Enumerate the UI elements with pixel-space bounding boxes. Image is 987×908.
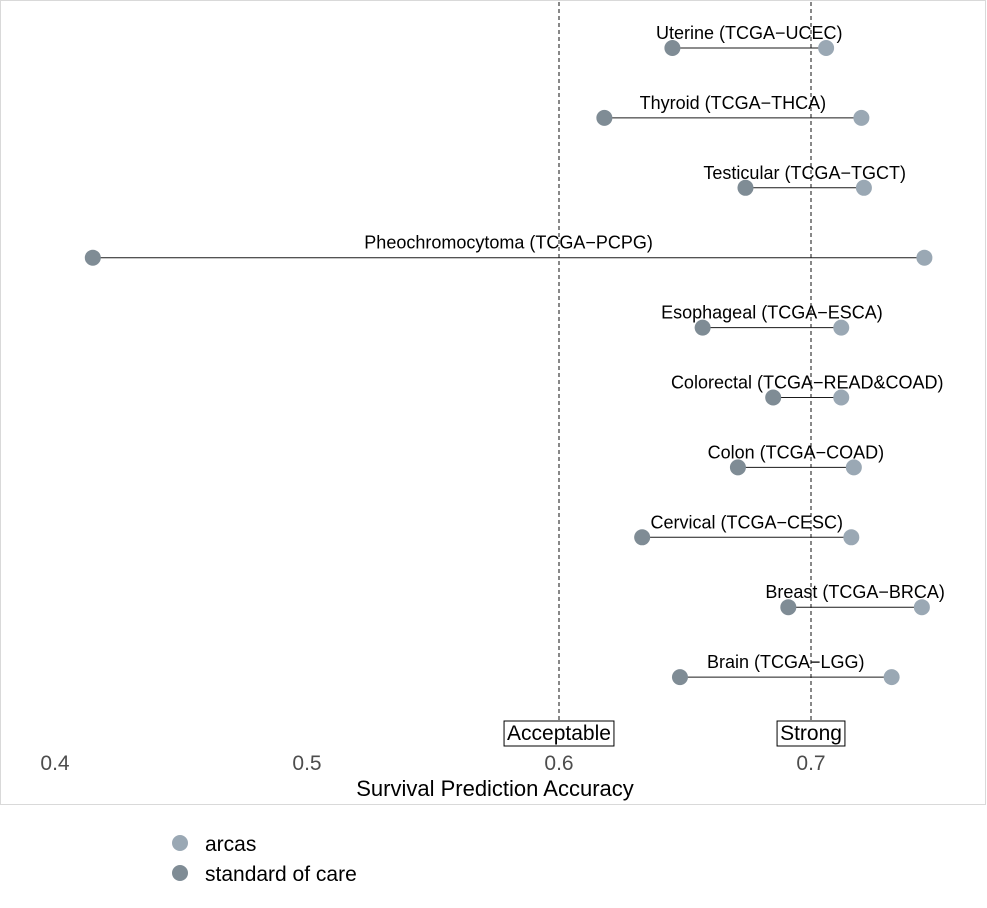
row-label: Thyroid (TCGA−THCA) xyxy=(640,93,827,113)
row: Esophageal (TCGA−ESCA) xyxy=(661,303,883,336)
standard-of-care-point xyxy=(729,459,746,476)
reference-labels: Acceptable Strong xyxy=(503,720,846,747)
legend-item: standard of care xyxy=(172,863,357,886)
x-tick-label: 0.6 xyxy=(544,752,573,775)
reference-lines xyxy=(558,2,812,742)
row: Colon (TCGA−COAD) xyxy=(708,442,885,476)
arcas-point xyxy=(916,249,933,266)
arcas-point xyxy=(843,529,860,546)
row: Breast (TCGA−BRCA) xyxy=(765,582,945,616)
reference-label-text: Strong xyxy=(780,722,842,745)
row-label: Testicular (TCGA−TGCT) xyxy=(703,163,906,183)
row-label: Pheochromocytoma (TCGA−PCPG) xyxy=(364,233,653,253)
x-axis-ticks: 0.4 0.5 0.6 0.7 xyxy=(40,752,825,775)
arcas-point xyxy=(833,319,850,336)
row-label: Cervical (TCGA−CESC) xyxy=(650,512,843,532)
arcas-point xyxy=(845,459,862,476)
arcas-point xyxy=(818,40,835,56)
row-label: Breast (TCGA−BRCA) xyxy=(765,582,945,602)
arcas-point xyxy=(913,599,930,616)
standard-of-care-point xyxy=(664,40,681,56)
row: Testicular (TCGA−TGCT) xyxy=(703,163,906,196)
row: Thyroid (TCGA−THCA) xyxy=(596,93,870,126)
reference-label-acceptable: Acceptable xyxy=(503,720,615,747)
reference-label-box xyxy=(503,720,615,747)
arcas-point xyxy=(883,669,900,686)
plot-panel-border xyxy=(0,0,986,805)
row: Pheochromocytoma (TCGA−PCPG) xyxy=(84,233,933,266)
x-axis-title: Survival Prediction Accuracy xyxy=(356,776,634,801)
arcas-point xyxy=(853,109,870,126)
standard-of-care-point xyxy=(84,249,101,266)
arcas-point xyxy=(833,389,850,406)
x-tick-label: 0.7 xyxy=(796,752,825,775)
legend-label: arcas xyxy=(205,833,256,856)
legend-marker xyxy=(172,835,188,851)
legend-item: arcas xyxy=(172,833,256,856)
standard-of-care-point xyxy=(634,529,651,546)
row-label: Esophageal (TCGA−ESCA) xyxy=(661,303,883,323)
row-label: Brain (TCGA−LGG) xyxy=(707,652,865,672)
x-tick-label: 0.5 xyxy=(292,752,321,775)
standard-of-care-point xyxy=(780,599,797,616)
legend-label: standard of care xyxy=(205,863,357,886)
row-label: Uterine (TCGA−UCEC) xyxy=(656,23,843,43)
x-tick-label: 0.4 xyxy=(40,752,70,775)
reference-label-box xyxy=(776,720,846,747)
standard-of-care-point xyxy=(765,389,782,406)
row-label: Colon (TCGA−COAD) xyxy=(708,442,885,462)
arcas-point xyxy=(855,179,872,196)
standard-of-care-point xyxy=(694,319,711,336)
legend: arcas standard of care xyxy=(172,833,357,886)
data-rows: Uterine (TCGA−UCEC) Thyroid (TCGA−THCA) Te… xyxy=(84,23,945,686)
row: Uterine (TCGA−UCEC) xyxy=(656,23,843,56)
standard-of-care-point xyxy=(596,109,613,126)
row: Colorectal (TCGA−READ&COAD) xyxy=(671,373,944,406)
standard-of-care-point xyxy=(737,179,754,196)
row: Brain (TCGA−LGG) xyxy=(671,652,900,686)
standard-of-care-point xyxy=(671,669,688,686)
legend-marker xyxy=(172,865,188,881)
row-label: Colorectal (TCGA−READ&COAD) xyxy=(671,373,944,393)
reference-label-text: Acceptable xyxy=(507,722,611,745)
row: Cervical (TCGA−CESC) xyxy=(634,512,860,546)
reference-label-strong: Strong xyxy=(776,720,846,747)
